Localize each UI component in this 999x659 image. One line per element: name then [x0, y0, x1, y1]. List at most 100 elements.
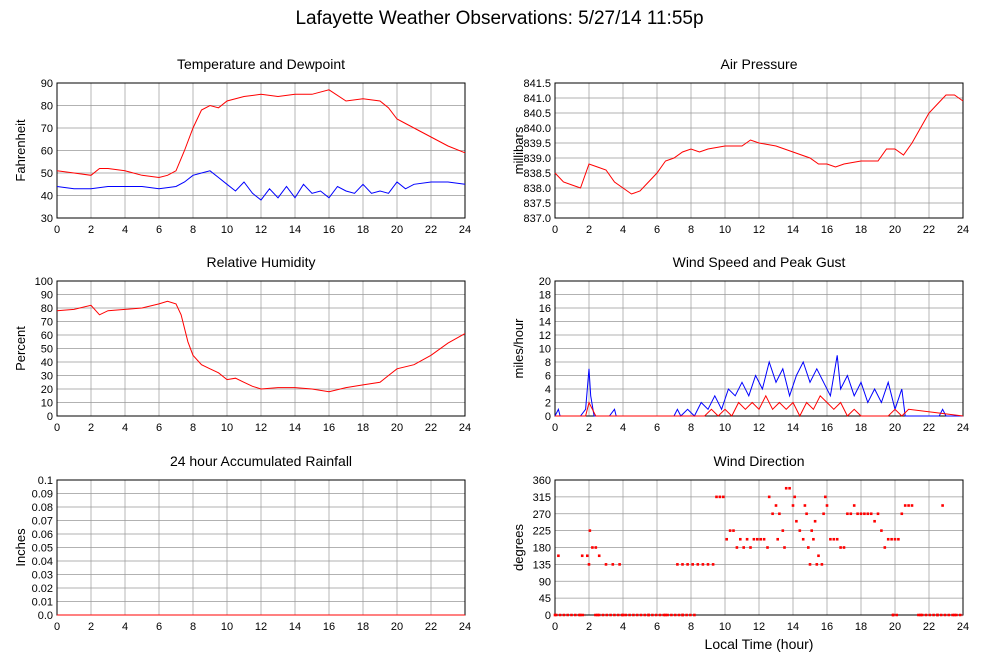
data-point: [817, 554, 820, 558]
y-tick-label: 90: [41, 290, 53, 302]
data-point: [941, 504, 944, 507]
data-point: [752, 537, 756, 541]
data-point: [824, 495, 827, 499]
x-tick-label: 4: [122, 422, 128, 434]
data-point: [681, 563, 684, 566]
x-tick-label: 8: [688, 422, 694, 434]
x-tick-label: 20: [391, 621, 403, 633]
y-tick-label: 841.0: [523, 93, 551, 105]
data-point: [618, 563, 621, 566]
x-tick-label: 16: [323, 621, 335, 633]
y-tick-label: 270: [533, 509, 551, 521]
y-tick-label: 90: [539, 576, 551, 588]
y-tick-label: 10: [539, 344, 551, 356]
x-tick-label: 12: [255, 422, 267, 434]
x-tick-label: 16: [323, 422, 335, 434]
data-point: [781, 529, 785, 532]
series-line-0: [56, 300, 466, 393]
x-tick-label: 24: [957, 422, 969, 434]
y-tick-label: 0: [545, 610, 551, 622]
y-axis-label: Percent: [13, 326, 28, 371]
x-tick-label: 10: [719, 422, 731, 434]
data-point: [876, 512, 880, 516]
data-point: [735, 546, 739, 549]
x-tick-label: 4: [620, 224, 626, 236]
data-point: [776, 537, 779, 541]
data-point: [718, 495, 722, 499]
y-tick-label: 60: [41, 330, 53, 342]
x-tick-label: 0: [552, 224, 558, 236]
y-tick-label: 839.0: [523, 153, 551, 165]
x-tick-label: 12: [753, 224, 765, 236]
data-point: [788, 486, 791, 490]
chart-title: Wind Direction: [713, 453, 804, 469]
y-tick-label: 180: [533, 543, 551, 555]
y-tick-label: 0.1: [38, 475, 53, 487]
data-point: [711, 563, 715, 566]
x-tick-label: 6: [654, 621, 660, 633]
x-tick-label: 16: [821, 224, 833, 236]
x-tick-label: 0: [54, 621, 60, 633]
y-tick-label: 16: [539, 303, 551, 315]
x-tick-label: 18: [357, 621, 369, 633]
x-tick-label: 22: [425, 422, 437, 434]
x-tick-label: 14: [289, 422, 301, 434]
x-tick-label: 14: [787, 422, 799, 434]
x-tick-label: 10: [221, 224, 233, 236]
x-tick-label: 2: [586, 422, 592, 434]
y-tick-label: 80: [41, 101, 53, 113]
x-tick-label: 14: [289, 224, 301, 236]
data-point: [873, 519, 876, 523]
data-point: [866, 512, 870, 516]
y-tick-label: 0: [47, 411, 53, 423]
data-point: [579, 613, 582, 617]
data-point: [791, 504, 795, 507]
data-point: [893, 537, 897, 541]
x-tick-label: 18: [855, 621, 867, 633]
x-tick-label: 0: [54, 224, 60, 236]
y-tick-label: 840.0: [523, 123, 551, 135]
y-tick-label: 10: [41, 398, 53, 410]
data-point: [706, 563, 710, 566]
data-point: [696, 563, 700, 566]
y-axis-label: Fahrenheit: [13, 119, 28, 182]
x-tick-label: 10: [719, 621, 731, 633]
data-point: [810, 529, 813, 532]
x-tick-label: 0: [54, 422, 60, 434]
series-line-0: [56, 89, 466, 179]
x-tick-label: 6: [156, 422, 162, 434]
data-point: [756, 537, 759, 541]
y-tick-label: 40: [41, 357, 53, 369]
x-tick-label: 12: [255, 224, 267, 236]
x-tick-label: 22: [923, 621, 935, 633]
x-tick-label: 16: [323, 224, 335, 236]
x-tick-label: 8: [190, 422, 196, 434]
chart-title: Air Pressure: [720, 56, 797, 72]
x-tick-label: 18: [357, 224, 369, 236]
x-tick-label: 20: [889, 621, 901, 633]
y-tick-label: 50: [41, 168, 53, 180]
x-tick-label: 2: [88, 422, 94, 434]
series-line-1: [56, 170, 466, 201]
x-tick-label: 8: [190, 621, 196, 633]
data-point: [594, 546, 598, 549]
data-point: [910, 504, 914, 507]
chart-title: Temperature and Dewpoint: [177, 56, 345, 72]
data-point: [686, 563, 689, 566]
y-tick-label: 20: [41, 384, 53, 396]
data-point: [825, 504, 829, 507]
x-tick-label: 24: [459, 621, 471, 633]
y-tick-label: 40: [41, 191, 53, 203]
data-point: [691, 563, 694, 566]
plot-border: [56, 280, 466, 417]
y-tick-label: 225: [533, 526, 551, 538]
data-point: [798, 529, 802, 532]
y-tick-label: 838.0: [523, 183, 551, 195]
y-tick-label: 4: [545, 384, 551, 396]
data-point: [807, 546, 810, 549]
data-point: [604, 563, 608, 566]
plot-border: [554, 479, 964, 616]
x-tick-label: 18: [855, 422, 867, 434]
y-tick-label: 50: [41, 344, 53, 356]
data-point: [852, 504, 856, 507]
